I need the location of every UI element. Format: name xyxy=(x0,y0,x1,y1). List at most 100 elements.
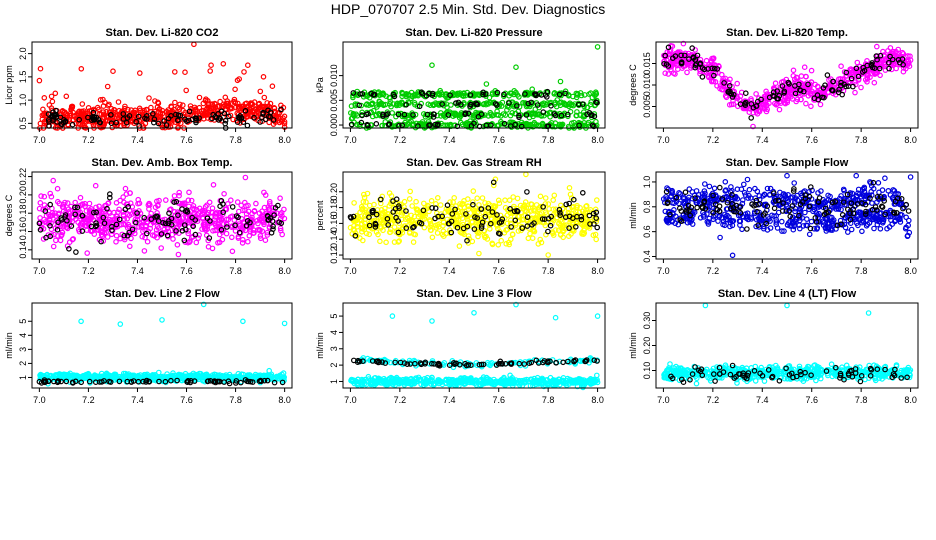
data-point xyxy=(387,229,394,236)
x-tick-label: 7.4 xyxy=(443,266,456,276)
data-point xyxy=(504,226,511,233)
data-point xyxy=(419,90,426,97)
data-point xyxy=(548,99,554,106)
data-point xyxy=(877,72,883,79)
data-point xyxy=(154,198,160,205)
data-point xyxy=(205,244,212,250)
data-point xyxy=(358,102,365,109)
data-point xyxy=(252,106,259,112)
data-point xyxy=(86,200,93,207)
data-point xyxy=(144,116,150,122)
data-point xyxy=(380,91,387,98)
data-point xyxy=(164,232,171,239)
data-point xyxy=(550,206,557,213)
data-point xyxy=(790,67,797,74)
data-point xyxy=(564,111,571,118)
data-point xyxy=(66,112,73,119)
data-point xyxy=(372,224,379,230)
data-point xyxy=(553,206,559,213)
data-point xyxy=(354,223,361,230)
x-tick-label: 7.6 xyxy=(492,135,505,145)
data-point xyxy=(686,186,693,192)
plot-frame xyxy=(342,171,606,260)
data-point xyxy=(193,239,200,246)
data-point xyxy=(370,107,377,114)
x-tick-label: 7.0 xyxy=(33,266,46,276)
data-point xyxy=(110,68,116,75)
series-main xyxy=(37,301,288,387)
data-point xyxy=(557,232,564,238)
chart-title: Stan. Dev. Li-820 Temp. xyxy=(726,27,848,39)
data-point xyxy=(375,231,381,238)
data-point xyxy=(205,98,211,104)
data-point xyxy=(210,111,216,118)
data-point xyxy=(78,66,85,72)
data-point xyxy=(115,99,122,105)
data-point xyxy=(172,227,178,233)
data-point xyxy=(463,211,469,217)
data-point xyxy=(137,70,143,76)
x-tick-label: 7.2 xyxy=(394,266,407,276)
data-point xyxy=(506,100,512,106)
data-point xyxy=(426,208,432,215)
data-point xyxy=(573,112,580,119)
data-point xyxy=(748,96,754,102)
data-point xyxy=(175,212,181,219)
data-point xyxy=(888,66,895,73)
data-point xyxy=(722,179,729,185)
data-point xyxy=(447,92,453,99)
data-point xyxy=(665,63,672,69)
data-point xyxy=(772,80,779,87)
x-tick-label: 7.2 xyxy=(707,135,720,145)
data-point xyxy=(820,85,827,91)
data-point xyxy=(739,197,746,203)
x-tick-label: 7.6 xyxy=(492,266,505,276)
data-point xyxy=(391,93,398,100)
data-point xyxy=(556,100,563,106)
data-point xyxy=(262,237,269,244)
data-point xyxy=(593,197,600,203)
data-point xyxy=(363,199,369,205)
data-point xyxy=(36,77,43,84)
data-point xyxy=(825,83,832,89)
data-point xyxy=(77,194,84,201)
chart-title: Stan. Dev. Amb. Box Temp. xyxy=(92,157,233,169)
data-point xyxy=(859,228,865,235)
data-point xyxy=(510,194,517,200)
data-point xyxy=(580,231,587,238)
y-tick-label: 0.20 xyxy=(18,186,28,204)
data-point xyxy=(428,198,435,204)
data-point xyxy=(378,100,385,107)
data-point xyxy=(240,236,246,243)
data-point xyxy=(819,88,826,95)
data-point xyxy=(591,92,598,99)
data-point xyxy=(677,191,684,197)
y-tick-label: 0.18 xyxy=(329,199,339,217)
data-point xyxy=(574,213,580,220)
data-point xyxy=(771,205,778,212)
data-point xyxy=(726,83,733,89)
data-point xyxy=(265,113,272,120)
x-tick-label: 7.0 xyxy=(344,135,357,145)
data-point xyxy=(494,212,500,218)
data-point xyxy=(113,221,120,228)
data-point xyxy=(677,49,683,55)
data-point xyxy=(395,218,401,224)
data-point xyxy=(515,213,522,220)
data-point xyxy=(791,180,798,186)
data-point xyxy=(121,232,128,239)
data-point xyxy=(127,243,133,250)
data-point xyxy=(58,215,65,221)
data-point xyxy=(684,69,690,76)
data-point xyxy=(444,202,451,209)
data-point xyxy=(243,223,250,229)
data-point xyxy=(507,206,513,212)
data-point xyxy=(104,83,111,90)
data-point xyxy=(685,59,692,65)
data-point xyxy=(105,102,112,109)
data-point xyxy=(855,186,862,193)
data-point xyxy=(120,221,127,227)
data-point xyxy=(676,190,682,196)
data-point xyxy=(557,102,564,109)
data-point xyxy=(357,209,363,216)
